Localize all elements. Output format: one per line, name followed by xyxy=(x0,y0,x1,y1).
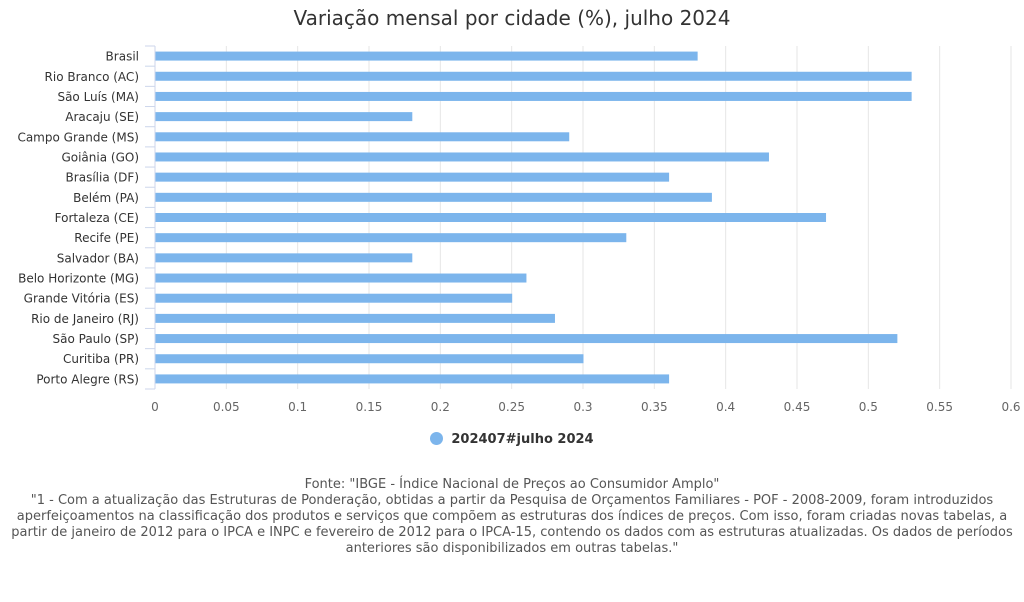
category-label: Campo Grande (MS) xyxy=(17,130,139,144)
bar[interactable] xyxy=(155,172,670,182)
category-label: São Luís (MA) xyxy=(57,90,139,104)
category-label: Aracaju (SE) xyxy=(65,110,139,124)
x-tick-label: 0.6 xyxy=(1001,400,1020,414)
x-tick-label: 0.45 xyxy=(784,400,811,414)
bar[interactable] xyxy=(155,132,570,142)
x-tick-label: 0 xyxy=(151,400,159,414)
bar[interactable] xyxy=(155,152,769,162)
category-label: Recife (PE) xyxy=(74,231,139,245)
category-label: Salvador (BA) xyxy=(57,251,139,265)
x-tick-label: 0.2 xyxy=(431,400,450,414)
bar[interactable] xyxy=(155,293,513,303)
x-tick-label: 0.55 xyxy=(926,400,953,414)
bar[interactable] xyxy=(155,112,413,122)
legend[interactable]: 202407#julho 2024 xyxy=(0,432,1024,447)
bar[interactable] xyxy=(155,71,912,81)
chart-title: Variação mensal por cidade (%), julho 20… xyxy=(293,6,731,30)
category-label: Brasília (DF) xyxy=(66,171,139,185)
value-axis-ticks: 0 0.05 0.1 0.15 0.2 0.25 0.3 0.35 0.4 0.45 0.5 0.55… xyxy=(151,400,1020,414)
x-tick-label: 0.5 xyxy=(859,400,878,414)
bar[interactable] xyxy=(155,51,698,61)
x-tick-label: 0.05 xyxy=(213,400,240,414)
x-tick-label: 0.4 xyxy=(716,400,735,414)
bar[interactable] xyxy=(155,233,627,243)
x-tick-label: 0.3 xyxy=(573,400,592,414)
bar[interactable] xyxy=(155,253,413,263)
source-text: Fonte: "IBGE - Índice Nacional de Preços… xyxy=(304,477,720,492)
category-label: Belém (PA) xyxy=(73,191,139,205)
legend-label: 202407#julho 2024 xyxy=(451,432,594,447)
x-tick-label: 0.35 xyxy=(641,400,668,414)
footnote-text: "1 - Com a atualização das Estruturas de… xyxy=(11,493,1013,556)
x-tick-label: 0.1 xyxy=(288,400,307,414)
bar[interactable] xyxy=(155,354,584,364)
bar[interactable] xyxy=(155,213,827,222)
footer: Fonte: "IBGE - Índice Nacional de Preços… xyxy=(10,477,1014,557)
x-tick-label: 0.15 xyxy=(356,400,383,414)
category-label: Goiânia (GO) xyxy=(61,150,139,164)
category-label: São Paulo (SP) xyxy=(53,332,140,346)
bar[interactable] xyxy=(155,374,670,384)
bars xyxy=(155,51,912,384)
bar-chart: Brasil Rio Branco (AC) São Luís (MA) Aracaj… xyxy=(17,45,1021,414)
category-label: Curitiba (PR) xyxy=(63,352,139,366)
legend-marker xyxy=(430,432,444,445)
category-label: Grande Vitória (ES) xyxy=(24,292,139,306)
bar[interactable] xyxy=(155,192,712,202)
bar[interactable] xyxy=(155,273,527,283)
category-label: Fortaleza (CE) xyxy=(55,211,139,225)
category-label: Porto Alegre (RS) xyxy=(36,372,139,386)
category-label: Brasil xyxy=(106,50,139,64)
x-tick-label: 0.25 xyxy=(498,400,525,414)
bar[interactable] xyxy=(155,313,555,323)
category-label: Rio Branco (AC) xyxy=(45,70,139,84)
bar[interactable] xyxy=(155,334,898,344)
category-axis: Brasil Rio Branco (AC) São Luís (MA) Aracaj… xyxy=(17,45,156,390)
category-label: Belo Horizonte (MG) xyxy=(18,272,139,286)
bar[interactable] xyxy=(155,91,912,101)
category-label: Rio de Janeiro (RJ) xyxy=(31,312,139,326)
